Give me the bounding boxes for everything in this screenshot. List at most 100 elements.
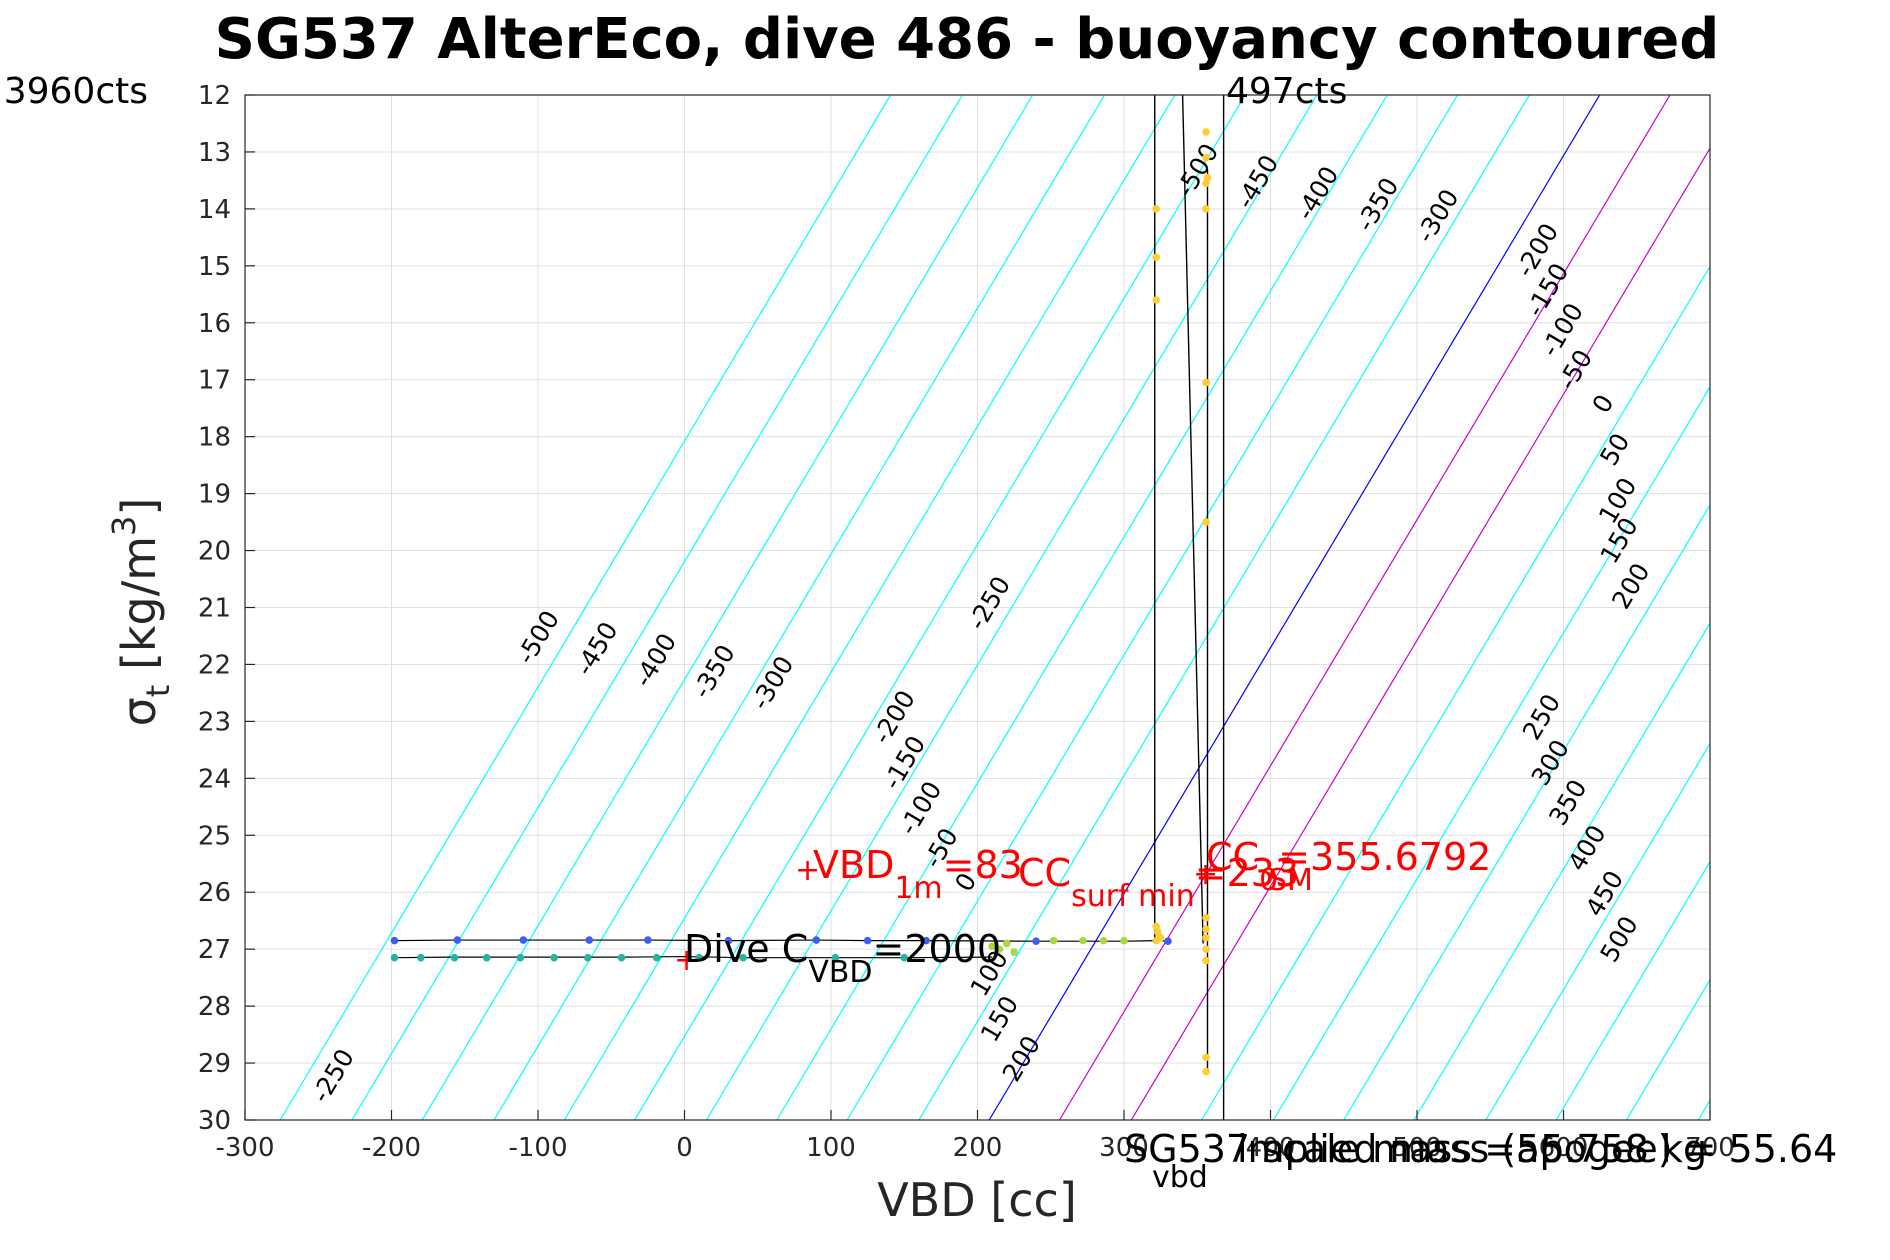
- annotation-ccsurf-value: =233: [1195, 851, 1299, 895]
- annotation-scale-mass: SG537 scale mass =55.758 kg: [1124, 1127, 1707, 1171]
- x-tick-label: 600: [1539, 1133, 1589, 1163]
- y-tick-label: 28: [198, 992, 231, 1022]
- mid-point: [1049, 936, 1058, 945]
- y-tick-label: 30: [198, 1106, 231, 1136]
- annotation-right-cts: 497cts: [1226, 71, 1347, 112]
- annotation-dive-sub: VBD: [808, 955, 872, 990]
- descent-point: [644, 936, 652, 944]
- y-tick-label: 20: [198, 537, 231, 567]
- y-tick-label: 29: [198, 1049, 231, 1079]
- surface-point: [1202, 1067, 1210, 1076]
- surface-point: [1156, 933, 1165, 942]
- contour-line: [988, 94, 1601, 1121]
- annotation-cc0: CC0=355.6792: [1206, 835, 1491, 898]
- contour-line: [563, 94, 1176, 1121]
- ascent-point: [450, 953, 459, 962]
- surface-point: [1202, 945, 1210, 953]
- y-axis-label-sup: 3: [105, 516, 143, 536]
- y-axis-label-unit: [kg/m: [112, 536, 166, 685]
- trace-layer: [394, 94, 1225, 1120]
- surface-point: [1202, 518, 1210, 526]
- x-tick-label: 700: [1685, 1133, 1735, 1163]
- contour-line: [279, 94, 892, 1121]
- descent-point: [390, 936, 399, 945]
- contour-line: [351, 94, 963, 1121]
- point-layer: [390, 128, 1212, 1076]
- y-tick-label: 24: [198, 764, 231, 794]
- x-tick-label: -100: [508, 1133, 567, 1163]
- mid-point: [1003, 939, 1011, 948]
- y-tick-label: 18: [198, 423, 231, 453]
- descent-point: [1164, 937, 1172, 945]
- y-axis-label: σt [kg/m3]: [105, 498, 177, 727]
- svg-text:σt [kg/m3]: σt [kg/m3]: [105, 498, 177, 727]
- surface-point: [1152, 253, 1161, 262]
- ascent-point: [482, 953, 491, 962]
- annotation-vbd1m: VBD1m=83: [813, 843, 1023, 906]
- contour-layer: [279, 94, 1711, 1121]
- surface-point: [1152, 205, 1161, 213]
- surface-point: [1202, 914, 1210, 922]
- ascent-point: [516, 953, 525, 962]
- surface-point: [1202, 128, 1210, 136]
- contour-line: [1059, 94, 1671, 1121]
- y-tick-label: 12: [198, 81, 231, 111]
- y-axis-label-symbol: σ: [112, 697, 166, 726]
- annotation-ccsurf-label: CC: [1018, 851, 1071, 895]
- surface-point: [1152, 922, 1161, 931]
- mid-point: [1120, 936, 1128, 945]
- plus-marker-cc: +: [1193, 857, 1218, 892]
- y-tick-label: 27: [198, 935, 231, 965]
- annotation-vbd1m-sub: 1m: [894, 871, 942, 906]
- x-axis-label: VBD [cc]: [877, 1173, 1077, 1227]
- ascent-point: [739, 953, 747, 962]
- surface-point: [1202, 205, 1210, 213]
- surface-point: [1202, 956, 1210, 965]
- contour-line: [776, 94, 1388, 1121]
- y-tick-label: 14: [198, 195, 231, 225]
- annotation-vbd1m-value: =83: [943, 843, 1023, 887]
- vertical-trace-line: [1181, 94, 1204, 944]
- y-tick-label: 13: [198, 138, 231, 168]
- tick-layer: -300 -200 -100 0 100 200 300 400 500 600 700121314…: [198, 81, 1735, 1163]
- ascent-point: [831, 953, 840, 962]
- contour-line: [1555, 861, 1711, 1121]
- mid-point: [1079, 936, 1087, 945]
- x-tick-label: 500: [1392, 1133, 1442, 1163]
- ascent-point: [900, 953, 909, 962]
- plus-marker-vbd1m: +: [795, 853, 820, 888]
- annotation-cc-sm: SM: [1268, 863, 1313, 898]
- x-tick-label: 300: [1099, 1133, 1149, 1163]
- contour-line: [1130, 147, 1711, 1121]
- y-tick-label: 17: [198, 366, 231, 396]
- ascent-point: [417, 953, 425, 962]
- annotation-ccsurf-sub: surf min: [1071, 879, 1195, 914]
- contour-line: [493, 94, 1105, 1121]
- x-tick-label: 200: [953, 1133, 1003, 1163]
- chart-title: SG537 AlterEco, dive 486 - buoyancy cont…: [215, 7, 1720, 72]
- contour-line: [1485, 743, 1711, 1121]
- x-tick-label: 100: [806, 1133, 856, 1163]
- mid-point: [988, 942, 996, 951]
- x-tick-label: -300: [215, 1133, 274, 1163]
- descent-point: [922, 936, 931, 945]
- descent-point: [519, 936, 528, 944]
- contour-line: [705, 94, 1318, 1121]
- contour-line: [1343, 504, 1711, 1121]
- annotation-left-cts: 3960cts: [4, 71, 148, 112]
- annotation-cc0-sub: 0: [1259, 863, 1278, 898]
- contour-line: [1272, 386, 1711, 1121]
- mid-point: [995, 945, 1004, 953]
- descent-point: [453, 936, 462, 944]
- descent-point: [812, 936, 821, 944]
- y-tick-label: 15: [198, 252, 231, 282]
- ascent-point: [617, 953, 626, 962]
- contour-line: [1201, 266, 1711, 1121]
- annotation-cc0-label: CC: [1206, 835, 1259, 879]
- annotation-dive-label: Dive C: [684, 927, 808, 971]
- ascent-point: [390, 953, 399, 962]
- surface-point: [1202, 179, 1210, 188]
- descent-point: [863, 936, 872, 945]
